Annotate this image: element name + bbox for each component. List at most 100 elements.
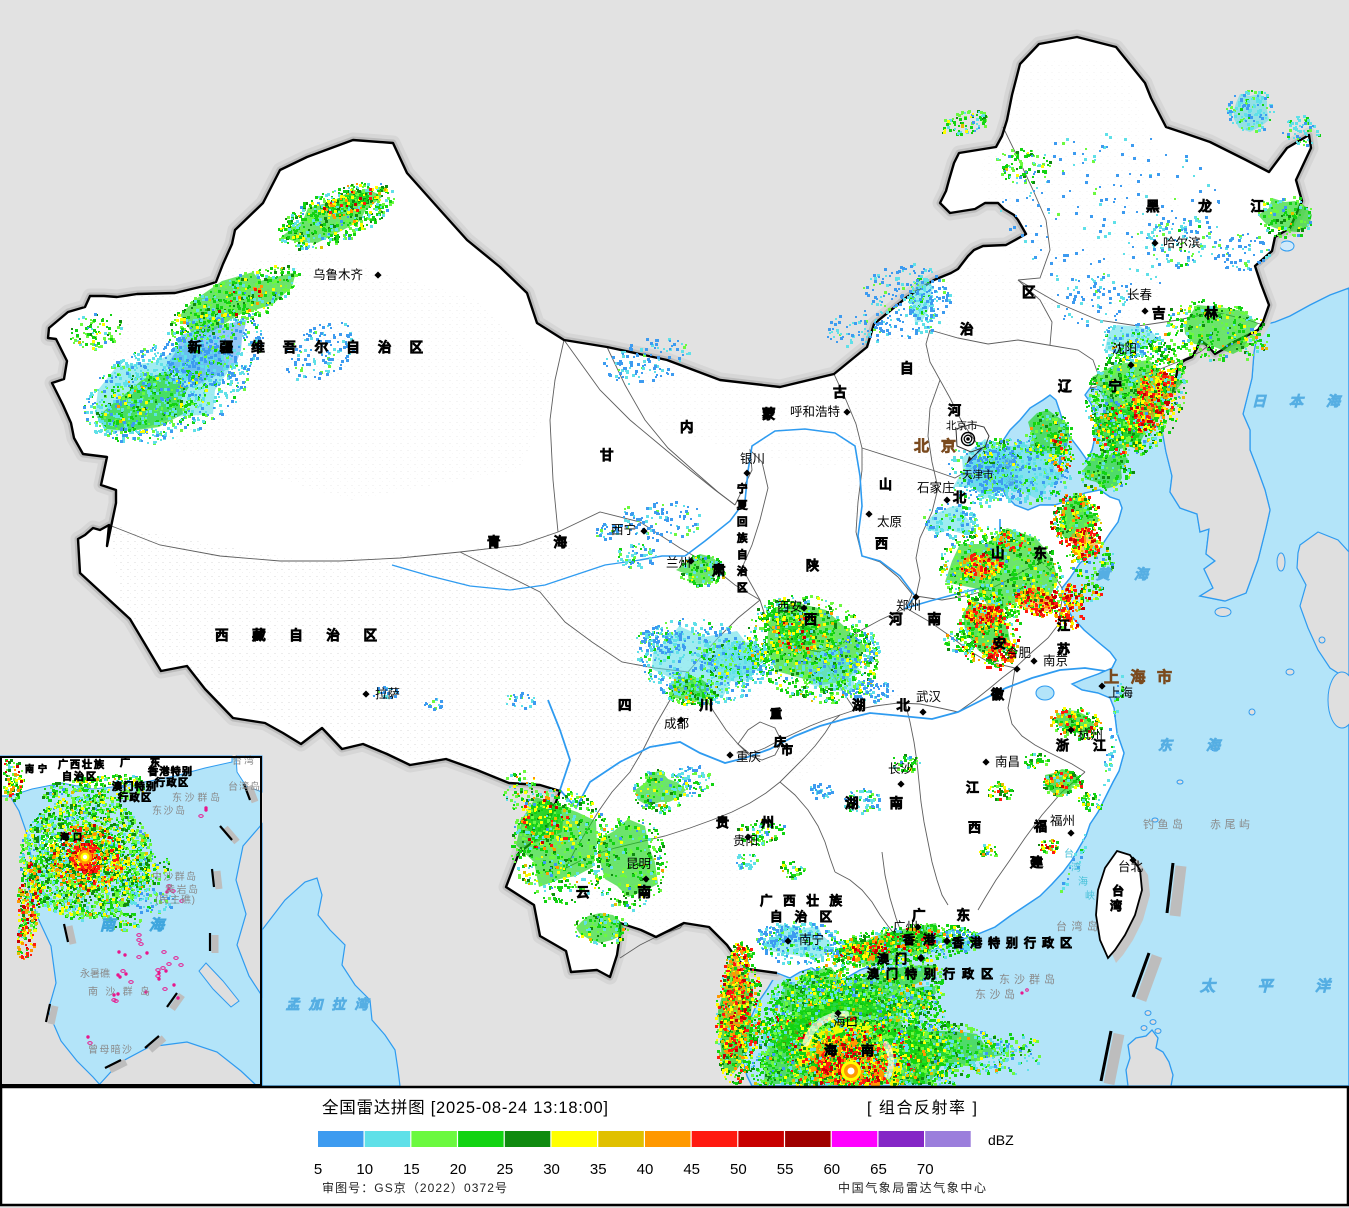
svg-text:25: 25: [496, 1161, 513, 1178]
svg-text:65: 65: [870, 1161, 887, 1178]
svg-text:日本海: 日本海: [1252, 393, 1343, 409]
svg-text:苏: 苏: [1057, 642, 1070, 657]
svg-text:峡: 峡: [1085, 889, 1095, 902]
svg-text:肃: 肃: [712, 562, 726, 578]
svg-text:江: 江: [1057, 618, 1070, 633]
svg-text:香港特别: 香港特别: [148, 765, 192, 778]
svg-text:沈阳: 沈阳: [1112, 341, 1137, 356]
svg-text:西藏自治区: 西藏自治区: [215, 627, 378, 643]
svg-text:南京: 南京: [1043, 653, 1068, 668]
svg-text:广州: 广州: [893, 920, 918, 934]
svg-text:dBZ: dBZ: [988, 1132, 1014, 1148]
svg-text:重: 重: [770, 706, 782, 721]
svg-text:永暑礁: 永暑礁: [80, 967, 110, 980]
svg-text:[ 组合反射率 ]: [ 组合反射率 ]: [867, 1099, 977, 1117]
svg-text:中国气象局雷达气象中心: 中国气象局雷达气象中心: [838, 1180, 986, 1195]
svg-text:福州: 福州: [1050, 813, 1075, 828]
svg-text:徽: 徽: [990, 687, 1005, 702]
svg-text:庆: 庆: [773, 734, 786, 749]
svg-text:湾: 湾: [1110, 898, 1122, 913]
svg-text:台: 台: [1064, 847, 1074, 860]
svg-text:西宁: 西宁: [611, 522, 636, 537]
svg-text:西: 西: [875, 536, 888, 551]
svg-text:回: 回: [737, 516, 748, 528]
svg-text:武汉: 武汉: [916, 690, 942, 704]
svg-text:内: 内: [680, 419, 694, 435]
svg-text:兰州: 兰州: [666, 556, 691, 570]
svg-text:行政区: 行政区: [117, 791, 151, 804]
svg-text:呼和浩特: 呼和浩特: [790, 404, 840, 419]
svg-text:治: 治: [737, 565, 748, 578]
svg-text:自治区: 自治区: [62, 770, 96, 783]
svg-text:全国雷达拼图 [2025-08-24 13:18:00]: 全国雷达拼图 [2025-08-24 13:18:00]: [322, 1098, 608, 1117]
svg-text:海口: 海口: [833, 1014, 858, 1029]
svg-text:福: 福: [1033, 819, 1047, 834]
svg-text:自: 自: [900, 360, 914, 376]
svg-text:湾: 湾: [1071, 861, 1081, 874]
svg-text:黄岩岛: 黄岩岛: [165, 883, 198, 896]
svg-text:50: 50: [730, 1161, 747, 1178]
svg-text:海: 海: [1004, 475, 1017, 488]
svg-text:渤: 渤: [1001, 457, 1014, 470]
svg-text:石家庄: 石家庄: [917, 480, 955, 495]
svg-text:自: 自: [737, 548, 748, 561]
svg-text:中沙群岛: 中沙群岛: [152, 870, 196, 883]
svg-text:成都: 成都: [664, 717, 690, 731]
svg-text:重庆: 重庆: [736, 749, 762, 764]
svg-text:南宁: 南宁: [799, 932, 824, 947]
svg-text:(民主礁): (民主礁): [155, 893, 195, 906]
svg-text:南昌: 南昌: [995, 754, 1020, 769]
svg-text:香港特别行政区: 香港特别行政区: [951, 935, 1072, 950]
svg-text:银川: 银川: [740, 452, 765, 466]
svg-text:区: 区: [1022, 285, 1036, 300]
svg-text:郑州: 郑州: [896, 598, 921, 613]
svg-text:台湾岛: 台湾岛: [228, 780, 260, 793]
svg-text:山: 山: [879, 477, 892, 492]
svg-text:20: 20: [450, 1161, 467, 1178]
svg-text:15: 15: [403, 1161, 420, 1178]
svg-text:陕: 陕: [806, 558, 820, 573]
svg-text:市: 市: [781, 742, 793, 757]
svg-text:35: 35: [590, 1161, 607, 1178]
svg-text:审图号：GS京（2022）0372号: 审图号：GS京（2022）0372号: [322, 1180, 507, 1195]
svg-text:哈尔滨: 哈尔滨: [1163, 235, 1201, 250]
svg-text:曾母暗沙: 曾母暗沙: [88, 1043, 132, 1056]
svg-text:上海市: 上海市: [1104, 668, 1172, 686]
svg-text:北京市: 北京市: [946, 419, 978, 432]
svg-text:昆明: 昆明: [626, 857, 651, 871]
svg-text:族: 族: [737, 532, 748, 545]
svg-text:行政区: 行政区: [154, 776, 188, 789]
svg-text:夏: 夏: [736, 500, 748, 512]
svg-text:台北: 台北: [1118, 859, 1144, 874]
svg-text:西: 西: [968, 820, 981, 835]
svg-text:长沙: 长沙: [888, 762, 914, 776]
svg-text:江: 江: [966, 780, 979, 795]
svg-text:台: 台: [1112, 883, 1124, 898]
svg-text:55: 55: [777, 1161, 794, 1178]
svg-text:45: 45: [683, 1161, 700, 1178]
svg-text:钓鱼岛: 钓鱼岛: [1143, 817, 1183, 831]
svg-text:海: 海: [1078, 875, 1088, 888]
svg-text:杭州: 杭州: [1078, 727, 1103, 742]
svg-text:西安: 西安: [777, 599, 802, 614]
svg-text:西: 西: [804, 612, 817, 627]
svg-text:合肥: 合肥: [1006, 645, 1032, 660]
svg-text:天津市: 天津市: [962, 468, 994, 481]
svg-text:自治区: 自治区: [770, 909, 832, 924]
svg-text:北: 北: [953, 490, 966, 505]
svg-text:长春: 长春: [1127, 288, 1153, 302]
svg-text:5: 5: [314, 1161, 322, 1178]
svg-text:70: 70: [917, 1161, 934, 1178]
svg-text:建: 建: [1030, 855, 1043, 870]
svg-text:乌鲁木齐: 乌鲁木齐: [313, 267, 364, 282]
svg-text:古: 古: [833, 384, 847, 400]
svg-text:东沙岛: 东沙岛: [152, 804, 185, 817]
svg-text:东沙岛: 东沙岛: [975, 987, 1015, 1001]
svg-text:广西壮族: 广西壮族: [58, 758, 105, 771]
svg-text:台湾岛: 台湾岛: [1056, 919, 1098, 933]
svg-text:澳门特别: 澳门特别: [112, 780, 156, 793]
svg-text:上海: 上海: [1108, 685, 1134, 700]
svg-text:河: 河: [948, 403, 961, 418]
svg-text:10: 10: [356, 1161, 373, 1178]
svg-text:安: 安: [993, 636, 1006, 651]
